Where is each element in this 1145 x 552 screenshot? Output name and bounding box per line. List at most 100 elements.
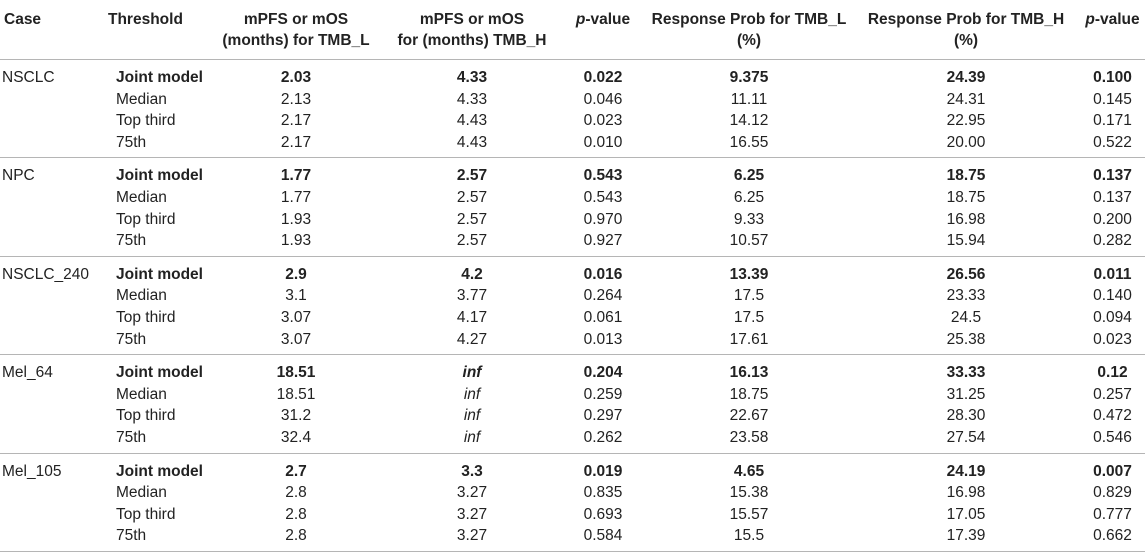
table-row: Top third 1.93 2.57 0.970 9.33 16.98 0.200 — [0, 209, 1145, 231]
p1-cell: 0.046 — [583, 90, 623, 108]
header-mpfs-tmb-l: mPFS or mOS (months) for TMB_L — [208, 0, 384, 60]
case-group: Mel_105 Joint model 2.7 3.3 0.019 4.65 24.19 0.… — [0, 453, 1145, 552]
p1-cell: 0.693 — [583, 505, 623, 523]
header-response-tmb-l: Response Prob for TMB_L (%) — [646, 0, 852, 60]
threshold-cell: 75th — [116, 232, 147, 250]
resp-l-cell: 17.61 — [729, 330, 769, 348]
case-cell — [0, 285, 104, 307]
table-row: Median 1.77 2.57 0.543 6.25 18.75 0.137 — [0, 187, 1145, 209]
resp-h-cell: 17.39 — [946, 527, 986, 545]
mpfs-h-cell: 4.17 — [456, 308, 488, 326]
table-row: Top third 2.8 3.27 0.693 15.57 17.05 0.777 — [0, 504, 1145, 526]
table-row: Median 3.1 3.77 0.264 17.5 23.33 0.140 — [0, 285, 1145, 307]
mpfs-l-cell: 2.8 — [285, 484, 307, 502]
mpfs-l-cell: 2.13 — [280, 90, 312, 108]
resp-h-cell: 20.00 — [946, 133, 986, 151]
threshold-cell: Top third — [116, 112, 176, 130]
header-threshold: Threshold — [104, 0, 208, 60]
resp-h-cell: 18.75 — [946, 188, 986, 206]
resp-h-cell: 18.75 — [946, 167, 986, 185]
case-cell — [0, 132, 104, 158]
table-row: Mel_105 Joint model 2.7 3.3 0.019 4.65 24.19 0.… — [0, 453, 1145, 482]
mpfs-h-cell: 3.77 — [456, 287, 488, 305]
resp-h-cell: 16.98 — [946, 484, 986, 502]
resp-h-cell: 33.33 — [946, 364, 986, 382]
threshold-cell: Median — [116, 484, 167, 502]
case-cell — [0, 427, 104, 453]
header-pvalue-1: p-value — [560, 0, 646, 60]
p1-cell: 0.061 — [583, 308, 623, 326]
resp-h-cell: 25.38 — [946, 330, 986, 348]
mpfs-l-cell: 2.7 — [285, 462, 307, 480]
case-group: NSCLC_240 Joint model 2.9 4.2 0.016 13.39 26.5… — [0, 256, 1145, 355]
mpfs-l-cell: 2.9 — [285, 265, 307, 283]
mpfs-l-cell: 2.17 — [280, 133, 312, 151]
mpfs-h-cell: 3.3 — [461, 462, 483, 480]
p2-cell: 0.662 — [1093, 527, 1132, 545]
p2-cell: 0.829 — [1093, 484, 1132, 502]
resp-h-cell: 23.33 — [946, 287, 986, 305]
threshold-cell: Joint model — [116, 69, 203, 86]
case-cell — [0, 89, 104, 111]
resp-h-cell: 16.98 — [946, 210, 986, 228]
threshold-cell: Median — [116, 90, 167, 108]
threshold-cell: Joint model — [116, 462, 203, 480]
mpfs-h-cell: 4.43 — [456, 133, 488, 151]
resp-l-cell: 14.12 — [729, 112, 769, 130]
mpfs-h-cell: inf — [463, 385, 481, 403]
resp-l-cell: 16.55 — [729, 133, 769, 151]
resp-h-cell: 27.54 — [946, 428, 986, 446]
resp-l-cell: 13.39 — [729, 265, 769, 283]
p2-cell: 0.011 — [1093, 265, 1132, 283]
table-row: Median 2.8 3.27 0.835 15.38 16.98 0.829 — [0, 482, 1145, 504]
resp-l-cell: 6.25 — [733, 167, 765, 185]
table-row: Median 18.51 inf 0.259 18.75 31.25 0.257 — [0, 384, 1145, 406]
threshold-cell: Top third — [116, 407, 176, 425]
p2-cell: 0.137 — [1093, 167, 1132, 185]
p2-cell: 0.137 — [1093, 188, 1132, 206]
header-response-tmb-h: Response Prob for TMB_H (%) — [852, 0, 1080, 60]
case-cell — [0, 329, 104, 355]
resp-l-cell: 9.375 — [729, 69, 769, 86]
table-row: NPC Joint model 1.77 2.57 0.543 6.25 18.75 0.13… — [0, 158, 1145, 187]
mpfs-l-cell: 2.8 — [285, 527, 307, 545]
resp-h-cell: 15.94 — [946, 232, 986, 250]
case-cell: Mel_64 — [2, 364, 53, 382]
case-cell — [0, 384, 104, 406]
case-cell: NPC — [2, 167, 35, 185]
case-cell — [0, 110, 104, 132]
threshold-cell: 75th — [116, 428, 147, 446]
mpfs-h-cell: 3.27 — [456, 505, 488, 523]
mpfs-h-cell: 2.57 — [456, 188, 488, 206]
p2-cell: 0.522 — [1093, 133, 1132, 151]
p2-cell: 0.257 — [1093, 385, 1132, 403]
table-row: 75th 1.93 2.57 0.927 10.57 15.94 0.282 — [0, 230, 1145, 256]
table-row: Median 2.13 4.33 0.046 11.11 24.31 0.145 — [0, 89, 1145, 111]
resp-h-cell: 26.56 — [946, 265, 986, 283]
resp-h-cell: 22.95 — [946, 112, 986, 130]
p1-cell: 0.019 — [583, 462, 623, 480]
table-row: 75th 2.8 3.27 0.584 15.5 17.39 0.662 — [0, 525, 1145, 551]
threshold-cell: Joint model — [116, 265, 203, 283]
resp-l-cell: 15.5 — [733, 527, 765, 545]
p2-cell: 0.472 — [1093, 407, 1132, 425]
mpfs-h-cell: inf — [463, 428, 481, 446]
threshold-cell: Median — [116, 287, 167, 305]
mpfs-l-cell: 32.4 — [280, 428, 312, 446]
resp-h-cell: 31.25 — [946, 385, 986, 403]
resp-l-cell: 18.75 — [729, 385, 769, 403]
p1-cell: 0.013 — [583, 330, 623, 348]
case-cell — [0, 230, 104, 256]
mpfs-h-cell: 4.43 — [456, 112, 488, 130]
resp-h-cell: 24.31 — [946, 90, 986, 108]
threshold-cell: Median — [116, 188, 167, 206]
mpfs-h-cell: 4.33 — [456, 69, 488, 86]
header-row: Case Threshold mPFS or mOS (months) for T… — [0, 0, 1145, 60]
mpfs-l-cell: 3.07 — [280, 330, 312, 348]
resp-l-cell: 15.38 — [729, 484, 769, 502]
p1-cell: 0.970 — [583, 210, 623, 228]
p1-cell: 0.297 — [583, 407, 623, 425]
resp-l-cell: 9.33 — [733, 210, 765, 228]
mpfs-h-cell: 2.57 — [456, 232, 488, 250]
mpfs-h-cell: 4.2 — [461, 265, 483, 283]
